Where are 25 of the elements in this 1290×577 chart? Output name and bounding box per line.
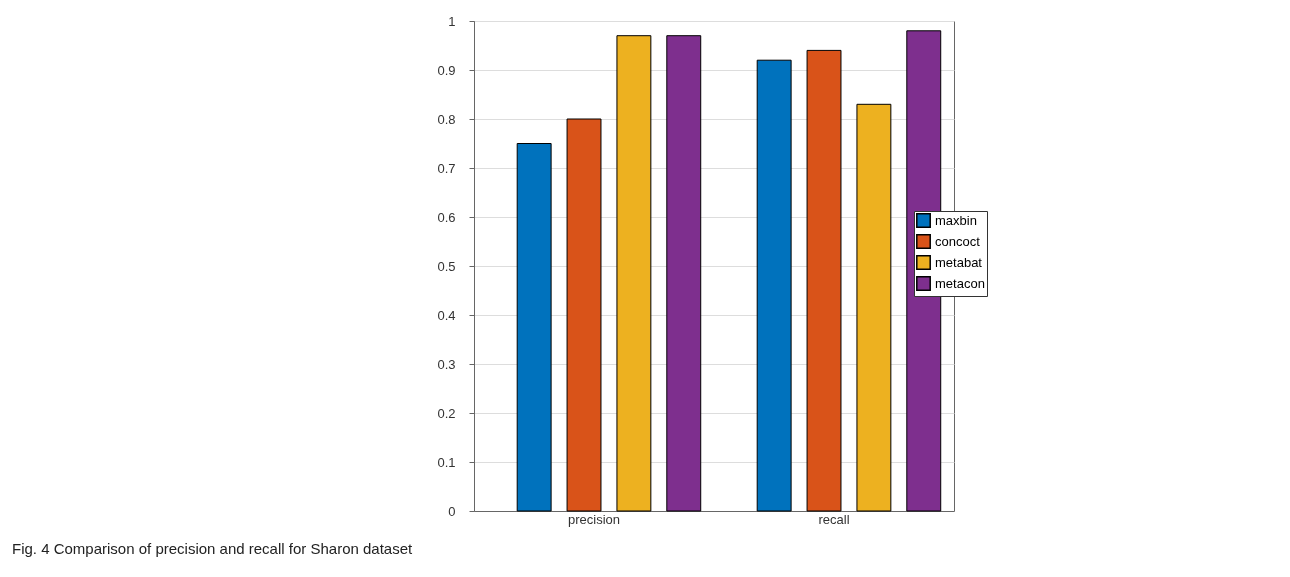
bar <box>856 103 892 512</box>
y-tick-label: 0.3 <box>437 356 456 372</box>
legend-label: concoct <box>935 233 981 249</box>
legend-label: metacon <box>935 275 985 291</box>
y-tick-label: 0.7 <box>437 160 456 176</box>
y-tick-label: 0.8 <box>437 111 456 127</box>
bar <box>566 118 602 512</box>
y-tick-label: 0 <box>448 503 456 519</box>
y-tick-label: 0.9 <box>437 62 456 78</box>
bar <box>756 59 792 512</box>
bar <box>806 49 842 512</box>
y-tick-label: 0.4 <box>437 307 456 323</box>
x-tick-label: precision <box>567 511 621 527</box>
x-tick-label: recall <box>818 511 850 527</box>
y-tick-label: 0.5 <box>437 258 456 274</box>
caption: Fig. 4 Comparison of precision and recall for Sharon dataset <box>12 540 413 557</box>
y-tick-label: 1 <box>448 13 456 29</box>
legend-label: metabat <box>935 254 983 270</box>
bar <box>516 143 552 512</box>
legend-label: maxbin <box>935 212 977 228</box>
y-tick-label: 0.2 <box>437 405 456 421</box>
bar <box>616 35 652 512</box>
bar <box>666 35 702 512</box>
y-tick-label: 0.1 <box>437 454 456 470</box>
y-tick-label: 0.6 <box>437 209 456 225</box>
